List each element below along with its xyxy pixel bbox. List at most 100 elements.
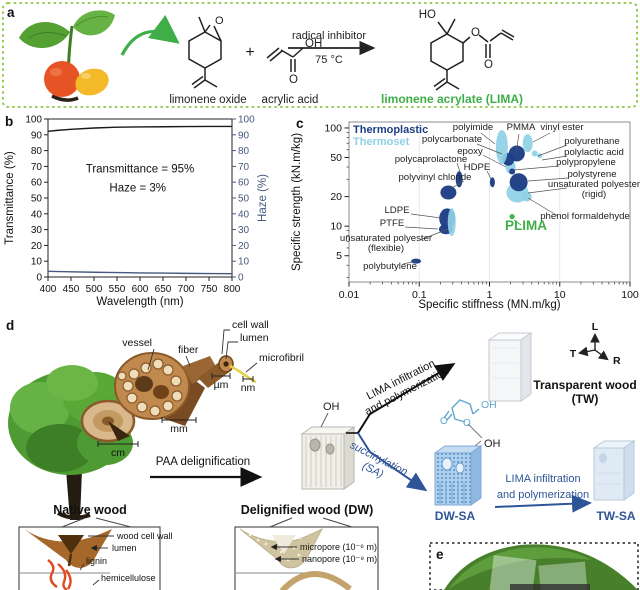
b-xtick: 700	[178, 284, 195, 295]
lima-blue-arrow	[494, 494, 592, 513]
b-xtick: 800	[224, 284, 241, 295]
b-ytick-right: 90	[238, 130, 250, 141]
c-xtick: 100	[621, 289, 639, 301]
paa-delignification-label: PAA delignification	[156, 456, 250, 468]
reactant1-label: limonene oxide	[169, 94, 246, 106]
succinylation-arrow	[357, 432, 428, 492]
b-xtick: 550	[109, 284, 126, 295]
b-xtick: 750	[201, 284, 218, 295]
c-xtick: 0.1	[412, 289, 427, 301]
um-scale-bar	[211, 373, 231, 379]
wood-cell-wall-label: wood cell wall	[116, 531, 173, 541]
microfibril-label: microfibril	[259, 352, 304, 364]
scale-mm: mm	[170, 423, 188, 435]
svg-text:polyurethane: polyurethane	[564, 136, 619, 147]
svg-text:polyimide: polyimide	[453, 122, 494, 133]
dw-sa-block	[433, 445, 483, 506]
c-label-ptfe: PTFE	[380, 218, 439, 230]
b-annotation-2: Haze = 3%	[109, 183, 166, 195]
b-ytick-left: 70	[31, 162, 43, 173]
b-xtick: 400	[40, 284, 57, 295]
svg-text:polylactic acid: polylactic acid	[564, 147, 624, 158]
lima-blue-text-2: and polymerization	[497, 489, 589, 501]
scale-nm: nm	[241, 382, 256, 394]
b-ylabel-left: Transmittance (%)	[4, 151, 16, 245]
acrylic-acid-structure	[266, 47, 304, 72]
delignified-wood-heading: Delignified wood (DW)	[241, 503, 374, 517]
lima-black-text: LIMA infiltration and polymerization	[363, 358, 451, 418]
c-ylabel: Specific strength (kN.m/kg)	[291, 133, 303, 271]
svg-text:OH: OH	[481, 399, 497, 411]
b-xtick: 450	[63, 284, 80, 295]
cell-wall-label: cell wall	[232, 319, 269, 331]
scale-um: µm	[214, 379, 229, 391]
b-ytick-left: 20	[31, 241, 43, 252]
polymer-blob-unsaturated-polyester-flexible-	[447, 208, 456, 237]
c-label-vinyl-ester: vinyl ester	[532, 122, 584, 143]
svg-text:phenol formaldehyde: phenol formaldehyde	[540, 211, 630, 222]
c-label-polypropylene: polypropylene	[513, 157, 616, 171]
svg-text:LDPE: LDPE	[384, 205, 409, 216]
polymer-blob-polypropylene	[509, 168, 516, 175]
svg-text:vinyl ester: vinyl ester	[540, 122, 584, 133]
reactant2-label: acrylic acid	[262, 94, 319, 106]
svg-text:R: R	[613, 355, 621, 367]
micropore-label: micropore (10⁻⁶ m)	[300, 542, 377, 552]
svg-text:polyvinyl chloride: polyvinyl chloride	[398, 172, 471, 183]
panel-e-letter: e	[436, 547, 444, 562]
transparent-wood-block	[487, 332, 533, 402]
svg-text:polybutylene: polybutylene	[363, 261, 417, 272]
fiber-label: fiber	[178, 344, 199, 356]
c-label-hdpe: HDPE	[464, 162, 492, 180]
polymer-blob-plima	[509, 214, 515, 220]
svg-text:polystyrene: polystyrene	[567, 169, 616, 180]
b-annotation-1: Transmittance = 95%	[86, 164, 195, 176]
polymer-blob-phenol-formaldehyde	[521, 191, 532, 202]
svg-text:(flexible): (flexible)	[368, 243, 404, 254]
succinic-molecule: O O OH OH	[440, 399, 501, 451]
native-wood-heading: Native wood	[53, 503, 127, 517]
acrylic-oh: OH	[305, 38, 322, 50]
b-ytick-left: 30	[31, 225, 43, 236]
b-ytick-right: 30	[238, 225, 250, 236]
product-ester-o: O	[471, 27, 480, 39]
product-carbonyl-o: O	[484, 59, 493, 71]
c-ytick: 100	[324, 122, 342, 134]
panel-d-letter: d	[6, 318, 15, 333]
panel-b-letter: b	[5, 114, 14, 129]
c-label-unsaturated-polyester: unsaturated polyester(rigid)	[527, 179, 640, 200]
single-fiber-illustration	[198, 355, 257, 388]
b-ytick-right: 0	[238, 273, 244, 284]
svg-text:epoxy: epoxy	[457, 146, 483, 157]
c-xtick: 0.01	[339, 289, 360, 301]
svg-text:polycarbonate: polycarbonate	[422, 134, 482, 145]
panel-d-scheme: cm mm µm nm vessel fiber cell wall lu	[8, 319, 639, 590]
b-ytick-right: 40	[238, 209, 250, 220]
green-curved-arrow	[120, 14, 180, 56]
c-label-polybutylene: polybutylene	[363, 261, 417, 272]
b-ytick-left: 50	[31, 194, 43, 205]
ltr-axis-indicator: L T R	[570, 321, 621, 367]
c-label-polycaprolactone: polycaprolactone	[395, 154, 467, 173]
product-label: limonene acrylate (LIMA)	[381, 92, 523, 106]
b-xtick: 500	[86, 284, 103, 295]
b-ytick-left: 100	[25, 115, 42, 126]
c-ytick: 10	[330, 221, 342, 233]
lignin-strands	[47, 559, 72, 590]
polymer-blob-polyvinyl-chloride	[440, 185, 457, 200]
delignified-wood-inset: micropore (10⁻⁶ m) nanopore (10⁻⁹ m)	[234, 517, 379, 590]
nm-scale-bar	[242, 376, 254, 382]
panel-c-letter: c	[296, 116, 304, 131]
plus-sign: +	[245, 44, 254, 61]
c-ytick: 50	[330, 152, 342, 164]
b-ytick-left: 10	[31, 257, 43, 268]
svg-text:polypropylene: polypropylene	[556, 157, 616, 168]
plant-fruit-illustration	[19, 10, 115, 102]
lumen-inset-label: lumen	[112, 543, 137, 553]
cm-scale-bar	[97, 441, 139, 447]
b-ytick-right: 50	[238, 194, 250, 205]
series-transmittance	[47, 125, 232, 133]
delignified-wood-block	[300, 426, 356, 490]
c-label-pmma: PMMA	[507, 122, 536, 154]
